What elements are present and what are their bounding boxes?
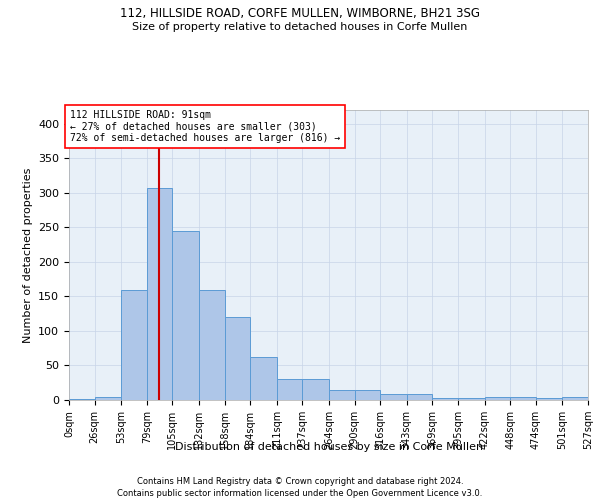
Bar bbox=[355, 390, 380, 400]
Bar bbox=[536, 398, 562, 400]
Bar bbox=[329, 390, 355, 400]
Bar bbox=[510, 396, 536, 400]
Text: 112, HILLSIDE ROAD, CORFE MULLEN, WIMBORNE, BH21 3SG: 112, HILLSIDE ROAD, CORFE MULLEN, WIMBOR… bbox=[120, 8, 480, 20]
Text: Distribution of detached houses by size in Corfe Mullen: Distribution of detached houses by size … bbox=[175, 442, 483, 452]
Bar bbox=[562, 396, 588, 400]
Bar bbox=[485, 396, 510, 400]
Bar bbox=[302, 380, 329, 400]
Bar bbox=[433, 398, 458, 400]
Bar bbox=[250, 356, 277, 400]
Bar bbox=[147, 188, 172, 400]
Text: Contains HM Land Registry data © Crown copyright and database right 2024.: Contains HM Land Registry data © Crown c… bbox=[137, 478, 463, 486]
Bar bbox=[380, 394, 407, 400]
Bar bbox=[407, 394, 433, 400]
Text: 112 HILLSIDE ROAD: 91sqm
← 27% of detached houses are smaller (303)
72% of semi-: 112 HILLSIDE ROAD: 91sqm ← 27% of detach… bbox=[70, 110, 340, 143]
Bar bbox=[224, 317, 250, 400]
Bar bbox=[458, 398, 485, 400]
Bar bbox=[277, 380, 302, 400]
Bar bbox=[95, 396, 121, 400]
Bar bbox=[172, 231, 199, 400]
Text: Size of property relative to detached houses in Corfe Mullen: Size of property relative to detached ho… bbox=[133, 22, 467, 32]
Text: Contains public sector information licensed under the Open Government Licence v3: Contains public sector information licen… bbox=[118, 489, 482, 498]
Bar bbox=[69, 398, 95, 400]
Bar bbox=[199, 290, 224, 400]
Bar bbox=[121, 290, 147, 400]
Y-axis label: Number of detached properties: Number of detached properties bbox=[23, 168, 32, 342]
